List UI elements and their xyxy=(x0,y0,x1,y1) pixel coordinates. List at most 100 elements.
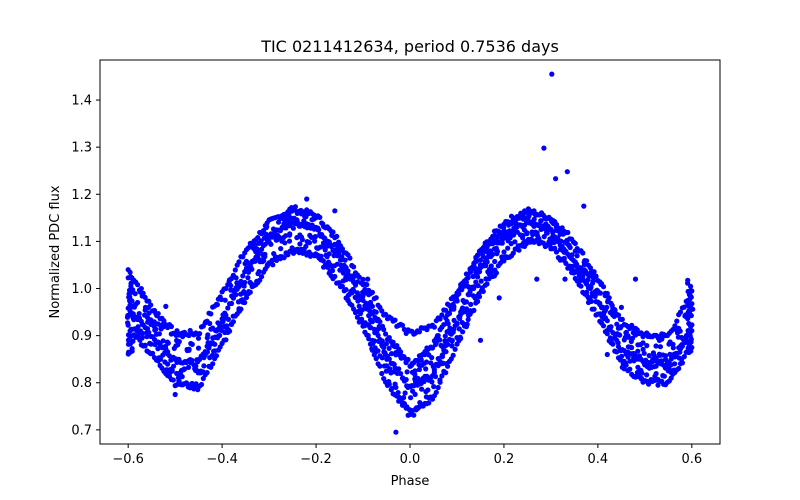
data-point xyxy=(131,317,137,323)
data-point xyxy=(157,342,163,348)
data-point xyxy=(655,376,661,383)
data-point xyxy=(522,209,528,215)
data-point xyxy=(524,230,530,236)
data-point xyxy=(437,337,443,343)
data-point xyxy=(369,311,376,317)
data-point xyxy=(685,344,692,350)
data-point xyxy=(254,246,260,252)
data-point xyxy=(600,323,607,329)
data-point xyxy=(226,278,232,284)
data-point xyxy=(351,264,357,270)
data-point xyxy=(517,212,523,218)
data-point xyxy=(205,332,211,338)
data-point xyxy=(400,375,406,381)
data-point xyxy=(334,261,340,267)
data-point xyxy=(252,258,258,264)
data-point xyxy=(572,240,578,247)
data-point xyxy=(360,293,366,299)
data-point xyxy=(449,338,455,344)
data-point xyxy=(443,370,449,376)
data-point xyxy=(144,326,151,332)
data-point xyxy=(395,390,401,396)
data-point xyxy=(431,324,437,330)
scatter-points xyxy=(124,71,696,435)
data-point xyxy=(499,237,505,243)
data-point xyxy=(135,299,141,306)
data-point xyxy=(386,379,392,385)
data-point xyxy=(483,276,489,282)
data-point xyxy=(418,356,424,362)
outlier-point xyxy=(632,276,639,282)
data-point xyxy=(318,233,324,239)
data-point xyxy=(416,329,422,335)
data-point xyxy=(259,274,265,280)
data-point xyxy=(528,236,534,242)
outlier-point xyxy=(553,176,559,182)
data-point xyxy=(614,349,620,355)
data-point xyxy=(306,249,312,255)
outlier-point xyxy=(534,276,540,282)
data-point xyxy=(496,229,502,235)
data-point xyxy=(686,320,692,327)
data-point xyxy=(679,356,685,362)
data-point xyxy=(597,300,603,306)
data-point xyxy=(526,212,532,218)
data-point xyxy=(484,281,490,287)
data-point xyxy=(597,290,604,296)
data-point xyxy=(632,351,638,357)
outlier-point xyxy=(496,295,502,301)
data-point xyxy=(128,333,134,339)
data-point xyxy=(331,253,337,259)
data-point xyxy=(431,384,437,390)
data-point xyxy=(618,324,624,330)
data-point xyxy=(315,227,321,233)
data-point xyxy=(386,335,392,341)
data-point xyxy=(365,332,371,339)
outlier-point xyxy=(581,203,587,209)
data-point xyxy=(262,241,268,247)
data-point xyxy=(558,238,564,244)
data-point xyxy=(360,276,366,282)
data-point xyxy=(566,243,572,249)
data-point xyxy=(640,346,646,352)
data-point xyxy=(578,283,584,289)
data-point xyxy=(399,322,406,328)
data-point xyxy=(329,232,335,238)
data-point xyxy=(609,302,615,309)
data-point xyxy=(283,233,289,239)
data-point xyxy=(623,360,629,366)
data-point xyxy=(129,313,135,319)
data-point xyxy=(245,269,252,275)
data-point xyxy=(284,218,290,224)
data-point xyxy=(653,358,659,364)
data-point xyxy=(275,232,281,238)
data-point xyxy=(443,307,449,313)
data-point xyxy=(439,354,445,360)
data-point xyxy=(653,371,659,377)
data-point xyxy=(156,331,162,337)
data-point xyxy=(445,321,451,327)
data-point xyxy=(217,332,223,338)
data-point xyxy=(393,350,399,356)
data-point xyxy=(338,246,344,252)
data-point xyxy=(212,327,218,333)
data-point xyxy=(419,386,425,392)
data-point xyxy=(176,378,182,384)
data-point xyxy=(640,340,646,346)
data-point xyxy=(644,343,650,349)
data-point xyxy=(672,361,678,367)
data-point xyxy=(602,293,608,299)
data-point xyxy=(598,281,604,287)
data-point xyxy=(453,296,459,302)
data-point xyxy=(355,298,361,304)
data-point xyxy=(426,400,432,406)
data-point xyxy=(588,284,594,290)
data-point xyxy=(435,356,441,362)
data-point xyxy=(128,287,134,293)
data-point xyxy=(158,356,164,362)
data-point xyxy=(303,214,309,220)
data-point xyxy=(612,307,618,313)
data-point xyxy=(129,348,135,354)
data-point xyxy=(298,234,305,240)
data-point xyxy=(446,302,453,309)
